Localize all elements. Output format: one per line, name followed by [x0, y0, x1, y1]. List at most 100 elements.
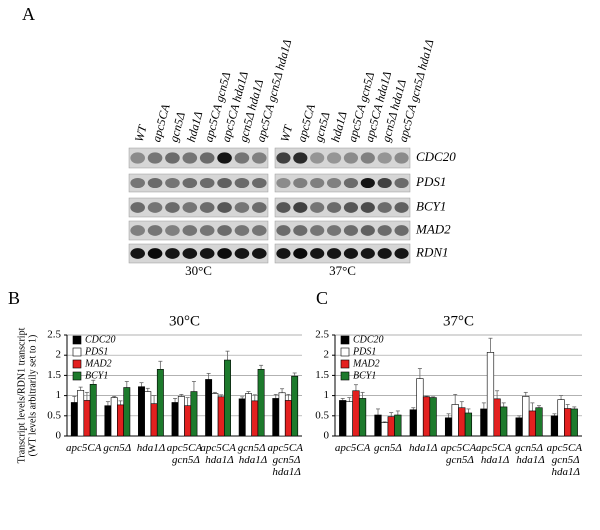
bar: [184, 405, 192, 437]
blot-band: [182, 177, 198, 189]
x-tick-label: apc5CA gcn5Δ: [441, 442, 477, 466]
blot-band: [252, 202, 267, 213]
blot-band: [147, 202, 163, 213]
blot-band: [360, 177, 375, 189]
blot-band: [130, 152, 145, 164]
legend-label: CDC20: [353, 334, 384, 345]
blot-band: [276, 225, 291, 236]
blot-band: [217, 248, 232, 259]
bar: [138, 386, 145, 437]
x-tick-label: hda1Δ: [137, 442, 165, 454]
blot-band: [165, 152, 180, 164]
bar: [224, 359, 231, 437]
blot-band: [326, 248, 342, 259]
blot-band: [252, 225, 267, 236]
blot-strip: [274, 197, 411, 218]
legend-swatch: [340, 335, 350, 345]
bar: [291, 375, 299, 437]
legend-label: PDS1: [352, 346, 376, 357]
blot-band: [293, 248, 308, 259]
x-tick-label: gcn5Δ hda1Δ: [513, 442, 544, 466]
legend-label: MAD2: [84, 358, 112, 369]
blot-band: [217, 152, 232, 164]
blot-band: [165, 248, 180, 259]
blot-band: [252, 248, 267, 259]
bar: [89, 383, 97, 437]
bar: [387, 416, 395, 437]
gene-label: RDN1: [415, 244, 449, 259]
x-tick-label: hda1Δ: [409, 442, 437, 454]
x-tick-label: apc5CA gcn5Δ hda1Δ: [547, 442, 583, 478]
blot-band: [360, 248, 375, 259]
bar: [564, 408, 572, 437]
bar: [458, 407, 466, 437]
blot-band: [343, 177, 359, 189]
blot-band: [310, 202, 325, 213]
bar: [570, 408, 578, 437]
x-tick-label: apc5CA: [335, 442, 371, 454]
blot-band: [276, 177, 291, 189]
blot-strip: [274, 220, 411, 241]
x-tick-label: gcn5Δ: [374, 442, 402, 454]
blot-band: [343, 202, 359, 213]
bar: [416, 378, 424, 437]
x-tick-label: gcn5Δ hda1Δ: [236, 442, 267, 466]
legend-swatch: [72, 359, 82, 369]
legend-swatch: [340, 371, 350, 381]
gene-label: PDS1: [415, 174, 446, 189]
blot-band: [276, 248, 291, 259]
bar: [144, 391, 152, 437]
blot-band: [130, 202, 145, 213]
y-tick-label: 2.5: [47, 329, 61, 341]
bar: [500, 406, 508, 437]
bar: [345, 401, 353, 437]
temperature-label: 30°C: [185, 263, 212, 278]
chart-title: 37°C: [443, 313, 474, 329]
blot-band: [217, 177, 232, 189]
bar: [429, 397, 437, 437]
bar: [535, 407, 543, 437]
bar: [77, 390, 85, 437]
blot-band: [217, 225, 232, 236]
bar: [550, 415, 559, 437]
bar: [257, 369, 265, 437]
blot-band: [182, 248, 198, 259]
blot-band: [310, 225, 325, 236]
blot-band: [360, 152, 375, 164]
bar: [251, 400, 259, 437]
panel-label: C: [316, 288, 328, 308]
bar: [374, 414, 382, 437]
blot-band: [326, 152, 342, 164]
x-tick-label: gcn5Δ: [103, 442, 131, 454]
panel-label: A: [22, 4, 35, 24]
bar: [272, 398, 280, 437]
blot-band: [165, 177, 180, 189]
blot-band: [234, 202, 250, 213]
y-axis-label: (WT levels arbitrarily set to 1): [27, 335, 38, 457]
blot-band: [199, 248, 215, 259]
bar: [117, 404, 124, 437]
blot-band: [276, 202, 291, 213]
blot-band: [234, 248, 250, 259]
bar: [190, 391, 198, 437]
blot-band: [377, 225, 392, 236]
bar: [352, 390, 360, 437]
blot-band: [293, 202, 308, 213]
bar: [150, 403, 158, 437]
blot-band: [199, 202, 215, 213]
bar: [123, 387, 131, 437]
blot-band: [394, 248, 409, 259]
blot-band: [360, 202, 375, 213]
blot-strip: [128, 243, 269, 264]
legend-swatch: [72, 335, 82, 345]
y-tick-label: 2: [324, 349, 330, 361]
y-tick-label: 1: [56, 389, 62, 401]
blot-band: [130, 248, 145, 259]
bar: [358, 398, 367, 437]
bar: [238, 398, 246, 437]
bar: [528, 410, 536, 437]
bar: [177, 396, 185, 437]
y-tick-label: 0.5: [315, 409, 329, 421]
bar: [156, 369, 164, 437]
blot-band: [310, 152, 325, 164]
